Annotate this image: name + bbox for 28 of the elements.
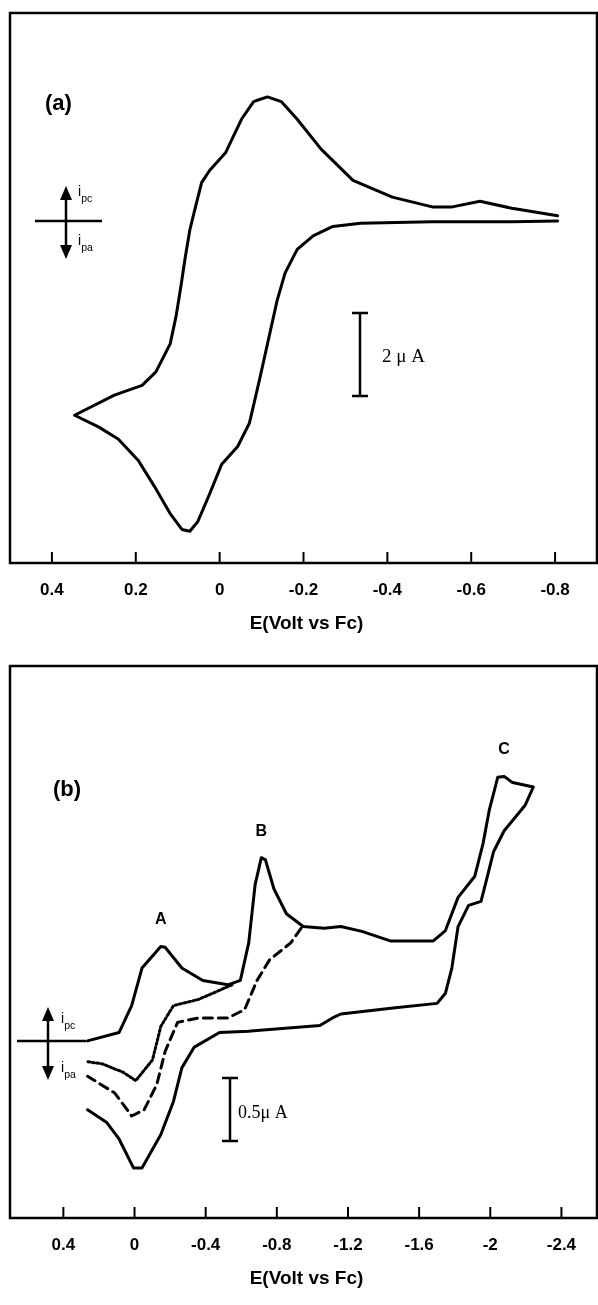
x-tick-label: 0.2: [123, 580, 148, 599]
x-tick-label: -1.2: [333, 1235, 363, 1254]
x-tick-label: 0.4: [51, 1235, 76, 1254]
annotation: 2 μ A: [382, 345, 426, 366]
x-tick-label: 0.4: [40, 580, 65, 599]
annotation: i$_{pa}$: [61, 1059, 76, 1080]
x-tick-label: -0.8: [262, 1235, 292, 1254]
annotation: i$_{pc}$: [61, 1010, 76, 1031]
x-tick-label: 0: [129, 1235, 140, 1254]
x-tick-label: -0.4: [191, 1235, 221, 1254]
x-tick-label: -1.6: [404, 1235, 434, 1254]
annotation: 0.5μ A: [238, 1102, 288, 1122]
x-tick-label: -0.2: [288, 580, 319, 599]
annotation: B: [255, 821, 268, 839]
x-tick-label: -2.4: [546, 1235, 577, 1254]
annotation: C: [498, 740, 511, 758]
x-tick-label: -0.4: [372, 580, 403, 599]
x-axis-title: E(Volt vs Fc): [249, 612, 364, 633]
x-axis-title: E(Volt vs Fc): [249, 1267, 364, 1288]
x-tick-label: -0.8: [540, 580, 570, 599]
x-tick-label: -0.6: [456, 580, 486, 599]
chart-title: (b): [53, 776, 82, 801]
annotation: i$_{pc}$: [78, 183, 93, 204]
annotation: i$_{pa}$: [78, 232, 93, 253]
annotation: A: [155, 910, 168, 928]
chart-title: (a): [45, 90, 72, 115]
x-tick-label: 0: [214, 580, 225, 599]
x-tick-label: -2: [482, 1235, 498, 1254]
